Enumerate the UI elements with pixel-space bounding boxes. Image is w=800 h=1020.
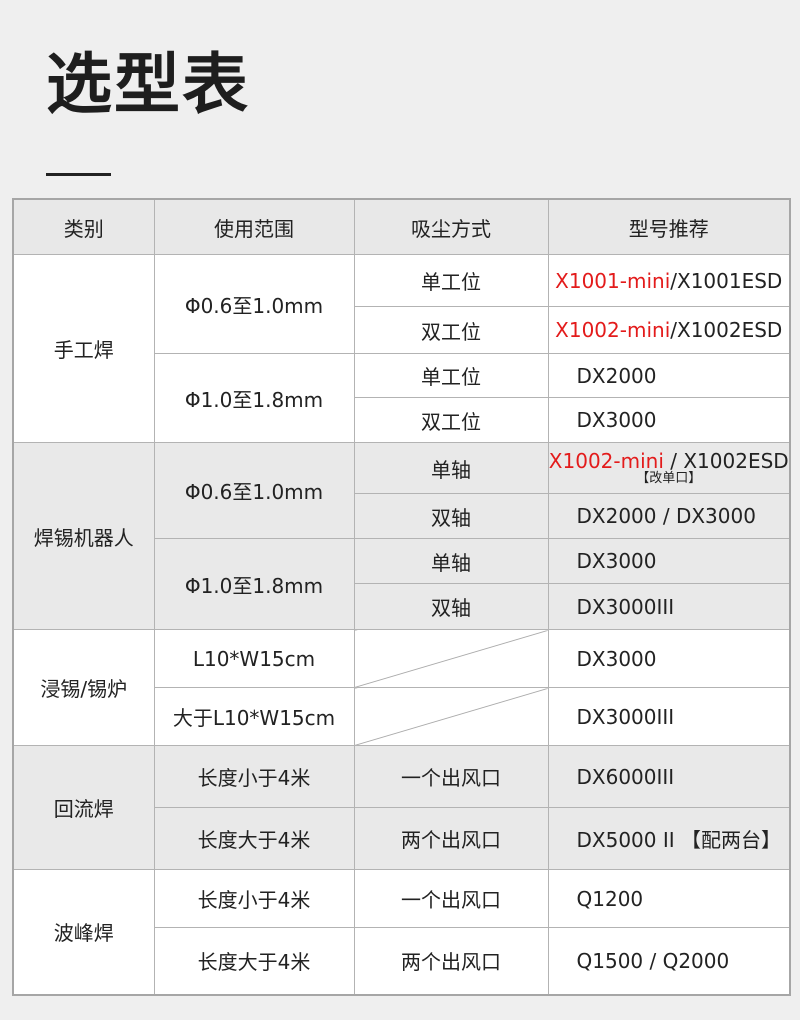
dust-method-cell: 单工位 — [353, 254, 549, 307]
dust-method-cell — [353, 687, 549, 746]
table-row: Φ1.0至1.8mm 单轴 DX3000 — [13, 538, 791, 630]
category-cell: 焊锡机器人 — [12, 442, 155, 630]
model-cell: DX3000 — [547, 397, 791, 443]
dust-method-cell: 双轴 — [353, 583, 549, 630]
model-name: X1002-mini — [548, 449, 664, 473]
dust-method-cell: 单轴 — [353, 442, 549, 494]
table-row: 回流焊 长度小于4米 一个出风口 DX6000III — [12, 745, 791, 870]
model-note: 【改单口】 — [636, 471, 702, 486]
dust-method-cell: 双工位 — [353, 397, 549, 443]
table-row: 双工位 DX3000 — [13, 397, 791, 443]
model-name: DX6000III — [576, 764, 675, 789]
header-model: 型号推荐 — [547, 198, 791, 255]
header-category: 类别 — [12, 198, 155, 255]
table-row: 双轴 DX3000III — [13, 583, 791, 630]
table-row: 长度大于4米 两个出风口 Q1500 / Q2000 — [13, 927, 791, 995]
model-cell: DX3000III — [547, 583, 791, 630]
range-cell: 长度大于4米 — [153, 927, 355, 995]
range-cell: Φ1.0至1.8mm — [153, 538, 355, 630]
model-cell: DX6000III — [547, 745, 791, 808]
table-row: 双工位 X1002-mini/X1002ESD — [13, 306, 791, 354]
table-row: 波峰焊 长度小于4米 一个出风口 Q1200 — [12, 869, 791, 995]
model-name: DX3000III — [576, 704, 675, 729]
table-row: 长度大于4米 两个出风口 DX5000 II 【配两台】 — [13, 807, 791, 870]
table-row: 手工焊 Φ0.6至1.0mm 单工位 X1001-mini/X1001ESD — [12, 254, 791, 443]
table-header-row: 类别 使用范围 吸尘方式 型号推荐 — [12, 198, 791, 255]
model-name: Q1500 / Q2000 — [576, 948, 730, 973]
range-cell: 长度大于4米 — [153, 807, 355, 870]
table-row: 双轴 DX2000 / DX3000 — [13, 493, 791, 539]
page-title: 选型表 — [46, 46, 250, 123]
header-dust-method: 吸尘方式 — [353, 198, 549, 255]
dust-method-cell: 两个出风口 — [353, 927, 549, 995]
model-cell: DX2000 / DX3000 — [547, 493, 791, 539]
range-cell: 长度小于4米 — [153, 745, 355, 808]
dust-method-cell — [353, 629, 549, 688]
table-row: 浸锡/锡炉 L10*W15cm DX3000 — [12, 629, 791, 746]
table-row: 焊锡机器人 Φ0.6至1.0mm 单轴 X1002-mini / X1002ESD 【改… — [12, 442, 791, 630]
model-name: X1001-mini — [555, 268, 671, 293]
table-row: Φ1.0至1.8mm 单工位 DX2000 — [13, 353, 791, 443]
model-cell: DX3000III — [547, 687, 791, 746]
model-name: X1002-mini — [555, 318, 671, 342]
model-name: DX2000 / DX3000 — [576, 504, 756, 528]
dust-method-cell: 一个出风口 — [353, 745, 549, 808]
dust-method-cell: 双工位 — [353, 306, 549, 354]
range-cell: Φ0.6至1.0mm — [153, 254, 355, 354]
model-cell: DX2000 — [547, 353, 791, 398]
title-underline — [46, 173, 111, 176]
model-cell: X1002-mini/X1002ESD — [547, 306, 791, 354]
model-name: DX3000III — [576, 594, 675, 619]
model-name: /X1002ESD — [670, 318, 783, 342]
model-cell: Q1500 / Q2000 — [547, 927, 791, 995]
dust-method-cell: 单工位 — [353, 353, 549, 398]
dust-method-cell: 两个出风口 — [353, 807, 549, 870]
dust-method-cell: 双轴 — [353, 493, 549, 539]
model-name: /X1001ESD — [670, 268, 783, 293]
model-cell: DX3000 — [547, 629, 791, 688]
model-name: DX5000 II 【配两台】 — [576, 828, 782, 852]
category-cell: 浸锡/锡炉 — [12, 629, 155, 746]
model-cell: Q1200 — [547, 869, 791, 928]
category-cell: 波峰焊 — [12, 869, 155, 995]
dust-method-cell: 单轴 — [353, 538, 549, 584]
model-name: / X1002ESD — [663, 449, 789, 473]
range-cell: L10*W15cm — [153, 629, 355, 688]
dust-method-cell: 一个出风口 — [353, 869, 549, 928]
model-cell: DX5000 II 【配两台】 — [547, 807, 791, 870]
model-name: DX3000 — [576, 408, 657, 432]
table-row: 大于L10*W15cm DX3000III — [13, 687, 791, 746]
category-cell: 回流焊 — [12, 745, 155, 870]
model-name: DX2000 — [576, 363, 657, 388]
range-cell: Φ1.0至1.8mm — [153, 353, 355, 443]
model-name: Q1200 — [576, 886, 644, 911]
model-cell: DX3000 — [547, 538, 791, 584]
category-cell: 手工焊 — [12, 254, 155, 443]
model-name: DX3000 — [576, 549, 657, 573]
range-cell: 长度小于4米 — [153, 869, 355, 928]
model-name: DX3000 — [576, 646, 657, 671]
model-cell: X1002-mini / X1002ESD 【改单口】 — [547, 442, 791, 494]
range-cell: Φ0.6至1.0mm — [153, 442, 355, 539]
header-range: 使用范围 — [153, 198, 355, 255]
range-cell: 大于L10*W15cm — [153, 687, 355, 746]
selection-table: 类别 使用范围 吸尘方式 型号推荐 手工焊 Φ0.6至1.0mm 单工位 X1001-… — [12, 198, 791, 996]
model-cell: X1001-mini/X1001ESD — [547, 254, 791, 307]
